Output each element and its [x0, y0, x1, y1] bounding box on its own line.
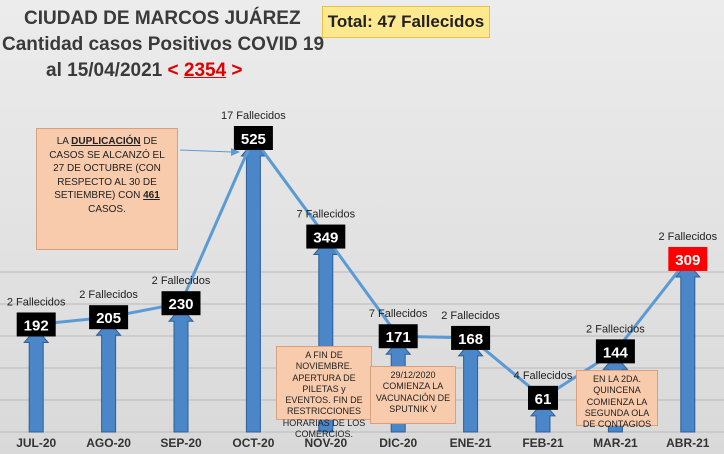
x-tick-label: NOV-20 — [304, 436, 347, 450]
value-label: 61 — [535, 391, 552, 408]
title-city: CIUDAD DE MARCOS JUÁREZ — [24, 8, 301, 29]
total-cases-value: 2354 — [183, 60, 227, 81]
value-label-box — [306, 224, 346, 249]
bar-ago-20 — [95, 320, 122, 433]
value-label: 525 — [241, 131, 266, 148]
total-deaths-badge: Total: 47 Fallecidos — [322, 6, 490, 38]
total-cases-open: < — [167, 60, 184, 81]
value-label: 144 — [603, 344, 629, 361]
x-tick-label: AGO-20 — [86, 436, 131, 450]
note-duplicacion: LA DUPLICACIÓN DE CASOS SE ALCANZÓ EL 27… — [36, 128, 178, 250]
x-tick-label: SEP-20 — [160, 436, 202, 450]
value-label: 309 — [675, 252, 700, 269]
value-label-box — [161, 291, 201, 316]
value-label-box — [233, 126, 273, 150]
deaths-label: 2 Fallecidos — [79, 289, 138, 301]
x-tick-label: MAR-21 — [593, 436, 638, 450]
deaths-label: 2 Fallecidos — [7, 296, 66, 308]
bar-jul-20 — [23, 327, 50, 433]
title-subtitle: Cantidad casos Positivos COVID 19 — [2, 34, 325, 55]
value-label: 349 — [313, 230, 338, 247]
deaths-label: 2 Fallecidos — [586, 323, 645, 335]
value-label-box — [16, 312, 56, 337]
note-segunda-ola: EN LA 2DA. QUINCENA COMIENZA LA SEGUNDA … — [576, 370, 658, 429]
title-date-line: al 15/04/2021 < 2354 > — [46, 60, 243, 82]
x-tick-label: ABR-21 — [666, 436, 710, 450]
deaths-label: 4 Fallecidos — [514, 370, 573, 382]
deaths-label: 7 Fallecidos — [296, 209, 355, 221]
value-label: 171 — [386, 329, 411, 346]
value-label: 168 — [458, 331, 483, 348]
value-label: 192 — [24, 317, 49, 334]
bar-sep-20 — [167, 306, 195, 433]
value-label-box — [378, 324, 418, 349]
value-label-box — [595, 339, 635, 364]
x-tick-label: ENE-21 — [450, 436, 492, 450]
deaths-label: 2 Fallecidos — [152, 275, 211, 287]
value-label-box — [668, 246, 708, 271]
note-pointer-head — [231, 148, 240, 156]
x-tick-label: DIC-20 — [379, 436, 417, 450]
x-tick-label: JUL-20 — [16, 436, 56, 450]
value-label: 230 — [168, 296, 193, 313]
value-label-box — [451, 325, 491, 350]
title-date: al 15/04/2021 — [46, 60, 163, 81]
note-noviembre: A FIN DE NOVIEMBRE. APERTURA DE PILETAS … — [276, 346, 372, 439]
note-vacunacion: 29/12/2020 COMIENZA LA VACUNACIÓN DE SPU… — [370, 366, 456, 424]
value-label-box — [89, 305, 129, 330]
deaths-label: 17 Fallecidos — [221, 110, 286, 122]
total-cases-close: > — [226, 60, 243, 81]
value-label-box — [528, 385, 558, 410]
deaths-label: 2 Fallecidos — [441, 310, 500, 322]
x-tick-label: OCT-20 — [232, 436, 274, 450]
bar-oct-20 — [240, 141, 267, 433]
deaths-label: 7 Fallecidos — [369, 308, 428, 320]
deaths-label: 2 Fallecidos — [658, 231, 717, 243]
x-tick-label: FEB-21 — [522, 436, 564, 450]
value-label: 205 — [96, 310, 121, 327]
bar-ene-21 — [457, 341, 484, 433]
note-pointer-line — [179, 149, 233, 153]
bar-abr-21 — [674, 262, 701, 433]
